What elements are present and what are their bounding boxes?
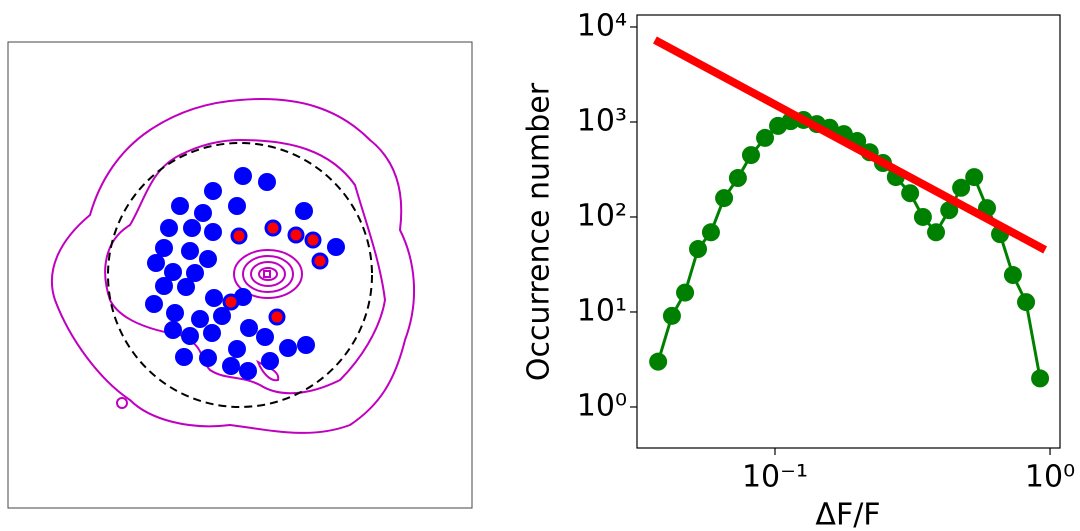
y-axis-label: Occurrence number — [522, 82, 557, 381]
dot — [256, 328, 274, 346]
dot — [164, 321, 182, 339]
x-axis-label: ΔF/F — [815, 498, 880, 531]
dot — [171, 197, 189, 215]
dot — [199, 250, 217, 268]
dot — [164, 263, 182, 281]
data-point — [952, 178, 971, 197]
dot — [228, 197, 246, 215]
dot — [258, 173, 276, 191]
dot — [145, 295, 163, 313]
dot — [287, 226, 305, 244]
dot — [147, 254, 165, 272]
data-point — [940, 201, 959, 220]
dot — [205, 289, 223, 307]
data-point — [676, 283, 695, 302]
x-tick-label: 10⁰ — [1025, 460, 1075, 495]
dot — [177, 278, 195, 296]
data-point — [756, 128, 775, 147]
dot — [155, 277, 173, 295]
data-point — [913, 207, 932, 226]
dot — [183, 219, 201, 237]
data-point — [965, 168, 984, 187]
contour — [263, 270, 271, 278]
dot — [264, 219, 282, 237]
y-tick-label: 10¹ — [577, 293, 627, 328]
data-point — [728, 169, 747, 188]
y-tick-label: 10³ — [577, 103, 627, 138]
x-tick-label: 10⁻¹ — [742, 460, 808, 495]
dot — [228, 340, 246, 358]
dot — [295, 202, 313, 220]
contour — [258, 267, 278, 281]
dot — [181, 242, 199, 260]
contour — [233, 249, 303, 299]
dot — [261, 352, 279, 370]
red-dots — [222, 219, 329, 326]
data-line — [656, 118, 1042, 379]
dot — [213, 307, 231, 325]
dot — [204, 182, 222, 200]
data-point — [1017, 293, 1036, 312]
contours — [50, 98, 415, 434]
plot-frame — [636, 14, 1061, 449]
dot — [155, 239, 173, 257]
dot — [203, 324, 221, 342]
dot — [166, 304, 184, 322]
data-point — [649, 352, 668, 371]
contour — [242, 255, 294, 293]
dot — [230, 227, 248, 245]
dot — [311, 252, 329, 270]
data-point — [741, 146, 760, 165]
dot — [234, 167, 252, 185]
fit-line — [653, 36, 1048, 254]
dot — [204, 223, 222, 241]
dot — [268, 308, 286, 326]
contour — [116, 397, 128, 409]
dot — [186, 264, 204, 282]
dot — [222, 357, 240, 375]
contour — [250, 261, 286, 287]
dot — [160, 219, 178, 237]
data-point — [1003, 266, 1022, 285]
dashed-circle — [107, 142, 373, 408]
dot — [199, 349, 217, 367]
dot — [279, 339, 297, 357]
dot — [194, 204, 212, 222]
y-tick-label: 10⁰ — [577, 388, 627, 423]
dot — [297, 336, 315, 354]
contour — [50, 98, 415, 434]
data-point — [1031, 369, 1050, 388]
dot — [175, 348, 193, 366]
dot — [239, 362, 257, 380]
y-tick-label: 10⁴ — [577, 8, 627, 43]
image-panel — [7, 41, 473, 509]
blue-dots — [145, 167, 345, 380]
data-point — [901, 184, 920, 203]
dot — [181, 327, 199, 345]
dot — [222, 293, 240, 311]
contour — [104, 138, 387, 395]
data-point — [701, 223, 720, 242]
dot — [304, 231, 322, 249]
dot — [240, 319, 258, 337]
data-point — [927, 223, 946, 242]
data-point — [662, 306, 681, 325]
panel-frame — [7, 41, 473, 509]
y-tick-label: 10² — [577, 198, 627, 233]
dot — [327, 238, 345, 256]
dot — [191, 310, 209, 328]
data-point — [715, 189, 734, 208]
data-point — [689, 240, 708, 259]
